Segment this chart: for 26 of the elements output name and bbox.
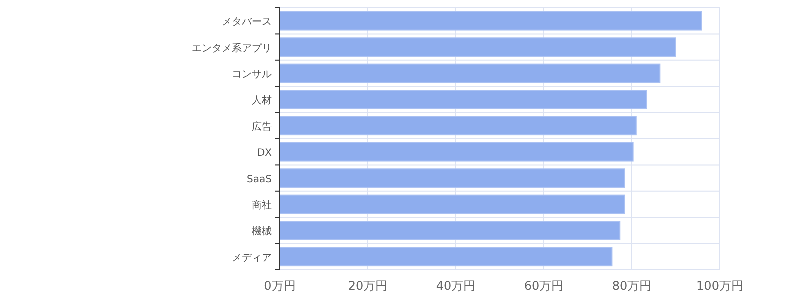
y-tick-label: SaaS <box>247 174 272 186</box>
bar <box>280 142 634 162</box>
y-tick-label: 商社 <box>252 200 272 212</box>
bar <box>280 64 661 84</box>
y-tick-label: 広告 <box>252 120 272 133</box>
bar <box>280 221 621 240</box>
y-tick-label: メディア <box>232 252 272 264</box>
bar <box>280 38 676 57</box>
x-tick-label: 100万円 <box>696 279 744 293</box>
bar <box>280 11 702 31</box>
bar <box>280 90 648 110</box>
bar <box>280 247 613 267</box>
y-tick-label: DX <box>257 148 272 160</box>
bar <box>280 168 626 188</box>
x-tick-label: 60万円 <box>524 279 564 293</box>
y-tick-label: コンサル <box>232 70 272 80</box>
bar <box>280 194 626 214</box>
y-tick-label: 機械 <box>252 226 272 238</box>
y-tick-label: エンタメ系アプリ <box>192 42 272 54</box>
y-tick-label: メタバース <box>222 17 272 28</box>
y-tick-label: 人材 <box>252 94 272 107</box>
x-tick-label: 40万円 <box>436 279 476 293</box>
bar <box>280 116 637 136</box>
x-tick-label: 80万円 <box>612 279 652 293</box>
x-tick-label: 0万円 <box>264 279 296 293</box>
x-tick-label: 20万円 <box>348 279 388 293</box>
